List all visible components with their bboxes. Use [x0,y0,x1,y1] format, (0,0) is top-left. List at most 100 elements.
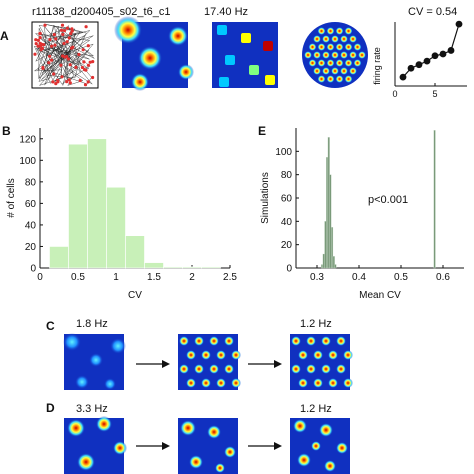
firing-field [313,378,323,388]
autocorr-peak [317,43,326,51]
spike-marker [36,38,41,43]
bar-meancv-0.34 [332,256,335,269]
firing-field [336,364,346,374]
bar-cv-1.5 [144,262,164,269]
autocorr-peak [313,35,321,43]
field-patch [241,33,251,43]
x-tick-label: 0.6 [436,272,450,283]
firing-field [186,378,196,388]
firing-field [224,364,234,374]
firing-field [298,350,308,360]
firing-field [194,336,204,346]
firing-field [168,26,188,46]
arrow-d2 [248,442,282,450]
bar-meancv-0.344 [334,264,337,269]
firing-field [89,353,103,367]
autocorr-peak [331,35,339,43]
y-tick-label: 20 [281,240,293,251]
panel-letter-a: A [0,29,9,43]
y-tick-label: 120 [19,134,36,145]
inset-x-tick-label: 0 [392,89,397,99]
spike-marker [62,29,67,33]
firing-field [291,364,301,374]
panel-letter-e: E [258,124,266,138]
firing-field [209,364,219,374]
x-axis-label: Mean CV [359,290,401,301]
firing-field [321,336,331,346]
inset-point-7 [447,47,455,54]
y-tick-label: 80 [281,170,293,181]
spike-marker [67,36,71,40]
firing-field [216,378,226,388]
field-patch [263,41,273,51]
spike-marker [62,41,66,46]
field-patch [219,77,229,87]
firing-field [201,350,211,360]
bar-cv-2.0 [182,266,202,269]
inset-point-6 [439,50,447,58]
spike-marker [43,23,47,27]
autocorr-peak [335,27,344,35]
spike-marker [34,42,38,46]
firing-field [298,378,308,388]
rate-map-d2 [178,418,238,474]
panel-letter-c: C [46,319,55,333]
firing-field [179,336,189,346]
spike-marker [39,48,43,52]
firing-field [201,378,211,388]
bar-meancv-0.324 [326,157,329,269]
firing-field [113,441,127,455]
x-tick-label: 0.5 [71,272,85,283]
bar-meancv-0.336 [331,227,334,269]
bar-cv-0.25 [49,246,69,269]
y-tick-label: 40 [281,217,293,228]
peak-rate-label: 17.40 Hz [204,6,248,18]
spike-marker [66,57,70,61]
spike-marker [70,27,74,31]
firing-field [180,420,196,436]
y-tick-label: 100 [275,147,292,158]
spike-marker [82,60,86,64]
bar-meancv-0.328 [327,137,330,269]
rate-map-smooth [114,16,194,91]
spike-marker [53,43,57,47]
autocorr-peak [308,43,317,51]
spike-marker [67,78,71,82]
cv-value-label: CV = 0.54 [408,6,457,18]
inset-point-5 [431,52,439,60]
cell-id-label: r11138_d200405_s02_t6_c1 [32,6,170,18]
y-tick-label: 100 [19,156,36,167]
autocorr-peak [344,59,353,67]
firing-field [343,350,353,360]
field-patch [225,55,235,65]
autocorr-peak [304,51,312,59]
x-tick-label: 0.3 [310,272,324,283]
field-patch [265,75,275,85]
spike-marker [50,44,54,48]
autocorr-peak [344,27,353,35]
spike-marker [38,36,42,40]
c-rate-end: 1.2 Hz [300,318,332,330]
autocorr-peak [331,67,339,75]
firing-field [224,446,236,458]
firing-field [336,442,348,454]
spike-marker [60,75,64,79]
spike-marker [38,31,42,36]
spike-marker [65,26,69,30]
firing-field [77,453,95,471]
firing-field [110,338,126,354]
firing-field [216,350,226,360]
inset-point-3 [415,61,423,69]
y-tick-label: 0 [286,264,292,275]
firing-field [63,333,81,351]
spike-marker [71,45,75,49]
inset-x-tick-label: 5 [432,89,437,99]
spike-marker [83,83,88,87]
firing-field [178,64,194,80]
firing-field [194,364,204,374]
spike-marker [36,44,40,48]
autocorr-peak [326,59,335,67]
firing-field [313,350,323,360]
autocorr-peak [308,59,317,67]
